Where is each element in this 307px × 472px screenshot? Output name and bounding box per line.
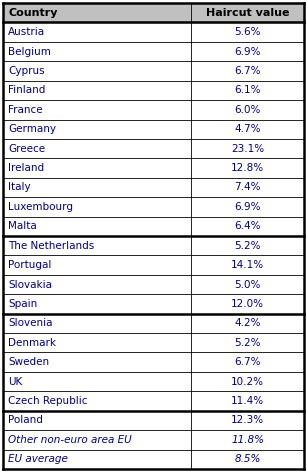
Text: 7.4%: 7.4% bbox=[234, 183, 261, 193]
Text: 4.2%: 4.2% bbox=[234, 319, 261, 329]
Text: Country: Country bbox=[8, 8, 57, 18]
Text: Ireland: Ireland bbox=[8, 163, 44, 173]
Bar bbox=[3, 372, 304, 391]
Text: 8.5%: 8.5% bbox=[234, 454, 261, 464]
Bar bbox=[3, 42, 304, 61]
Text: 5.0%: 5.0% bbox=[234, 279, 261, 289]
Bar bbox=[3, 353, 304, 372]
Text: Haircut value: Haircut value bbox=[206, 8, 289, 18]
Text: Spain: Spain bbox=[8, 299, 37, 309]
Bar bbox=[3, 81, 304, 100]
Text: Denmark: Denmark bbox=[8, 338, 56, 348]
Text: 6.9%: 6.9% bbox=[234, 47, 261, 57]
Bar bbox=[3, 275, 304, 294]
Text: UK: UK bbox=[8, 377, 22, 387]
Text: Germany: Germany bbox=[8, 124, 56, 134]
Text: 6.1%: 6.1% bbox=[234, 85, 261, 95]
Text: Czech Republic: Czech Republic bbox=[8, 396, 87, 406]
Text: 6.4%: 6.4% bbox=[234, 221, 261, 231]
Text: 6.0%: 6.0% bbox=[234, 105, 261, 115]
Text: 11.8%: 11.8% bbox=[231, 435, 264, 445]
Bar bbox=[3, 391, 304, 411]
Text: 23.1%: 23.1% bbox=[231, 143, 264, 153]
Text: The Netherlands: The Netherlands bbox=[8, 241, 94, 251]
Text: Slovakia: Slovakia bbox=[8, 279, 52, 289]
Bar bbox=[3, 61, 304, 81]
Text: 5.6%: 5.6% bbox=[234, 27, 261, 37]
Text: Greece: Greece bbox=[8, 143, 45, 153]
Text: 6.9%: 6.9% bbox=[234, 202, 261, 212]
Text: Finland: Finland bbox=[8, 85, 45, 95]
Bar bbox=[3, 3, 304, 22]
Text: Cyprus: Cyprus bbox=[8, 66, 45, 76]
Bar bbox=[3, 217, 304, 236]
Bar bbox=[3, 333, 304, 353]
Text: 12.8%: 12.8% bbox=[231, 163, 264, 173]
Bar bbox=[3, 100, 304, 119]
Text: 6.7%: 6.7% bbox=[234, 357, 261, 367]
Bar bbox=[3, 255, 304, 275]
Text: 5.2%: 5.2% bbox=[234, 338, 261, 348]
Bar bbox=[3, 236, 304, 255]
Bar bbox=[3, 314, 304, 333]
Text: Portugal: Portugal bbox=[8, 260, 51, 270]
Text: 6.7%: 6.7% bbox=[234, 66, 261, 76]
Bar bbox=[3, 430, 304, 450]
Text: 11.4%: 11.4% bbox=[231, 396, 264, 406]
Bar bbox=[3, 119, 304, 139]
Text: 14.1%: 14.1% bbox=[231, 260, 264, 270]
Text: 12.0%: 12.0% bbox=[231, 299, 264, 309]
Text: Italy: Italy bbox=[8, 183, 31, 193]
Text: 5.2%: 5.2% bbox=[234, 241, 261, 251]
Text: Belgium: Belgium bbox=[8, 47, 51, 57]
Text: 4.7%: 4.7% bbox=[234, 124, 261, 134]
Text: Austria: Austria bbox=[8, 27, 45, 37]
Text: 12.3%: 12.3% bbox=[231, 415, 264, 425]
Bar bbox=[3, 178, 304, 197]
Bar bbox=[3, 450, 304, 469]
Text: Poland: Poland bbox=[8, 415, 43, 425]
Text: 10.2%: 10.2% bbox=[231, 377, 264, 387]
Text: Sweden: Sweden bbox=[8, 357, 49, 367]
Bar bbox=[3, 158, 304, 178]
Bar bbox=[3, 139, 304, 158]
Bar bbox=[3, 22, 304, 42]
Bar bbox=[3, 411, 304, 430]
Text: Luxembourg: Luxembourg bbox=[8, 202, 73, 212]
Bar bbox=[3, 294, 304, 314]
Text: Malta: Malta bbox=[8, 221, 37, 231]
Text: Slovenia: Slovenia bbox=[8, 319, 52, 329]
Bar bbox=[3, 197, 304, 217]
Text: Other non-euro area EU: Other non-euro area EU bbox=[8, 435, 132, 445]
Text: EU average: EU average bbox=[8, 454, 68, 464]
Text: France: France bbox=[8, 105, 43, 115]
